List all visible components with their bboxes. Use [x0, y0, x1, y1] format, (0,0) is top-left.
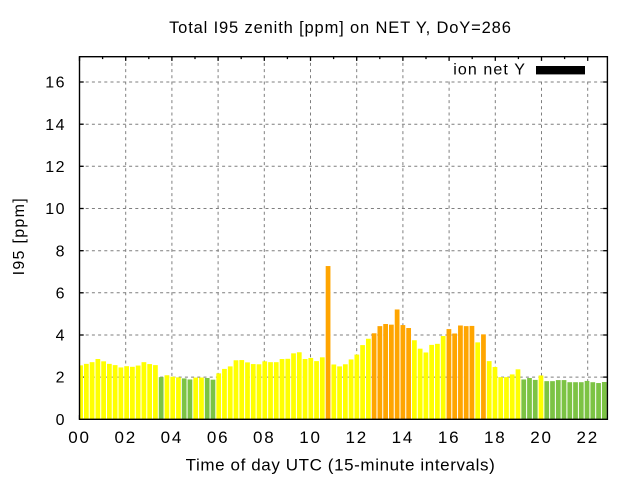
svg-text:00: 00 — [68, 428, 91, 447]
svg-text:I95 [ppm]: I95 [ppm] — [11, 197, 28, 275]
svg-text:14: 14 — [45, 117, 66, 134]
svg-text:2: 2 — [56, 370, 66, 387]
svg-text:22: 22 — [576, 428, 599, 447]
svg-text:ion net Y: ion net Y — [453, 62, 526, 79]
svg-text:16: 16 — [438, 428, 461, 447]
svg-text:10: 10 — [45, 201, 66, 218]
svg-text:8: 8 — [56, 243, 66, 260]
svg-text:6: 6 — [56, 285, 66, 302]
svg-text:08: 08 — [253, 428, 276, 447]
svg-text:16: 16 — [45, 75, 66, 92]
svg-text:Total I95 zenith [ppm] on NET: Total I95 zenith [ppm] on NET Y, DoY=286 — [169, 19, 512, 37]
svg-text:12: 12 — [345, 428, 368, 447]
svg-text:0: 0 — [56, 412, 66, 429]
svg-text:10: 10 — [299, 428, 322, 447]
svg-text:18: 18 — [484, 428, 507, 447]
svg-text:06: 06 — [207, 428, 230, 447]
svg-text:4: 4 — [56, 328, 66, 345]
svg-text:20: 20 — [530, 428, 553, 447]
svg-text:14: 14 — [392, 428, 415, 447]
svg-text:12: 12 — [45, 159, 66, 176]
svg-text:04: 04 — [161, 428, 184, 447]
svg-text:Time of day UTC (15-minute int: Time of day UTC (15-minute intervals) — [186, 456, 496, 475]
svg-text:02: 02 — [114, 428, 137, 447]
